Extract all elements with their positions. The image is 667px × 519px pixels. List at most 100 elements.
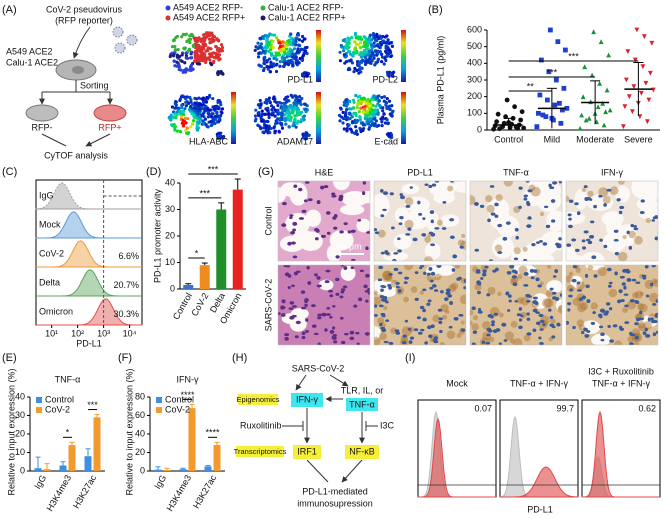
tsne-point <box>197 120 201 124</box>
x-tick-label: 10³ <box>97 328 110 338</box>
stain <box>384 274 393 282</box>
x-tick-label: 10¹ <box>45 328 58 338</box>
tsne-point <box>353 131 358 136</box>
nucleus <box>651 319 656 324</box>
stain <box>622 306 629 314</box>
nucleus <box>458 276 462 280</box>
tsne-point <box>180 106 184 110</box>
color-bar <box>316 30 321 82</box>
tsne-point <box>354 93 358 98</box>
nucleus <box>428 334 433 339</box>
tsne-point <box>374 110 378 114</box>
tsne-point <box>384 100 388 104</box>
nucleus <box>331 335 337 339</box>
nucleus <box>307 281 312 285</box>
nucleus <box>339 316 344 320</box>
point <box>561 85 567 91</box>
nucleus <box>409 336 415 340</box>
tsne-point <box>272 56 276 60</box>
tsne-point <box>288 104 292 108</box>
tsne-point <box>181 70 185 74</box>
tsne-point <box>180 103 184 107</box>
row-label: Mock <box>39 219 61 229</box>
nucleus <box>613 229 619 233</box>
nucleus <box>523 271 529 276</box>
tile-border <box>565 180 659 262</box>
nucleus <box>607 284 612 288</box>
color-bar <box>316 92 321 144</box>
stain <box>472 315 478 321</box>
nucleus <box>581 295 587 300</box>
tsne-point <box>362 97 367 101</box>
panel-label: (F) <box>118 352 132 364</box>
tsne-point <box>297 101 302 105</box>
tsne-point <box>391 109 395 113</box>
tsne-point <box>209 123 213 128</box>
stain <box>470 309 474 316</box>
tsne-point <box>368 104 372 108</box>
stain <box>597 266 607 277</box>
tsne-point <box>198 37 202 41</box>
tsne-point <box>350 115 354 119</box>
tsne-point <box>269 126 273 131</box>
tsne-point <box>181 32 185 36</box>
nucleus <box>484 265 489 269</box>
tsne-point <box>220 111 224 115</box>
nucleus <box>582 246 587 250</box>
nucleus <box>317 313 323 317</box>
tsne-point <box>303 46 307 50</box>
tsne-point <box>265 59 269 63</box>
tsne-point <box>201 121 205 125</box>
nucleus <box>414 297 419 301</box>
column-header: PD-L1 <box>407 167 433 177</box>
x-axis-label: PD-L1 <box>76 338 102 348</box>
tsne-point <box>178 97 183 101</box>
tsne-point <box>369 58 374 62</box>
nucleus <box>493 312 499 316</box>
outcome: PD-L1-mediated <box>302 486 368 496</box>
nucleus <box>554 296 560 301</box>
tsne-point <box>346 49 351 54</box>
nucleus <box>331 194 337 198</box>
nucleus <box>558 181 562 184</box>
stain <box>523 334 531 342</box>
tsne-point <box>390 113 394 118</box>
tsne-point <box>258 125 262 129</box>
stain <box>598 187 609 198</box>
tsne-point <box>296 106 300 110</box>
point <box>564 105 570 111</box>
y-tick-label: 40 <box>165 177 175 187</box>
stain <box>503 181 514 187</box>
point <box>582 64 588 70</box>
node: NF-κB <box>349 446 375 456</box>
x-tick-label: 10² <box>71 328 84 338</box>
point <box>518 117 524 123</box>
tsne-point <box>292 121 296 125</box>
nucleus <box>542 242 548 246</box>
nucleus <box>539 342 544 345</box>
nucleus <box>374 313 378 317</box>
tsne-point <box>188 37 193 41</box>
nucleus <box>399 193 403 197</box>
tsne-point <box>204 104 208 109</box>
nucleus <box>281 313 286 317</box>
value-label: 6.6% <box>118 251 139 261</box>
tsne-point <box>290 55 294 59</box>
panel-label: (H) <box>232 352 247 364</box>
nucleus <box>448 325 453 329</box>
color-bar <box>401 30 406 82</box>
histology-image <box>566 265 658 345</box>
stain <box>548 336 553 342</box>
stain <box>628 230 636 239</box>
tsne-point <box>357 63 361 68</box>
y-tick-label: 400 <box>467 58 482 68</box>
tsne-point <box>265 46 269 50</box>
nucleus <box>389 192 394 196</box>
tsne-point <box>280 114 284 118</box>
nucleus <box>301 336 306 340</box>
nucleus <box>518 318 523 322</box>
x-tick-label: Mild <box>544 134 561 144</box>
nucleus <box>535 311 541 314</box>
stain <box>374 336 381 345</box>
bar <box>34 468 42 471</box>
